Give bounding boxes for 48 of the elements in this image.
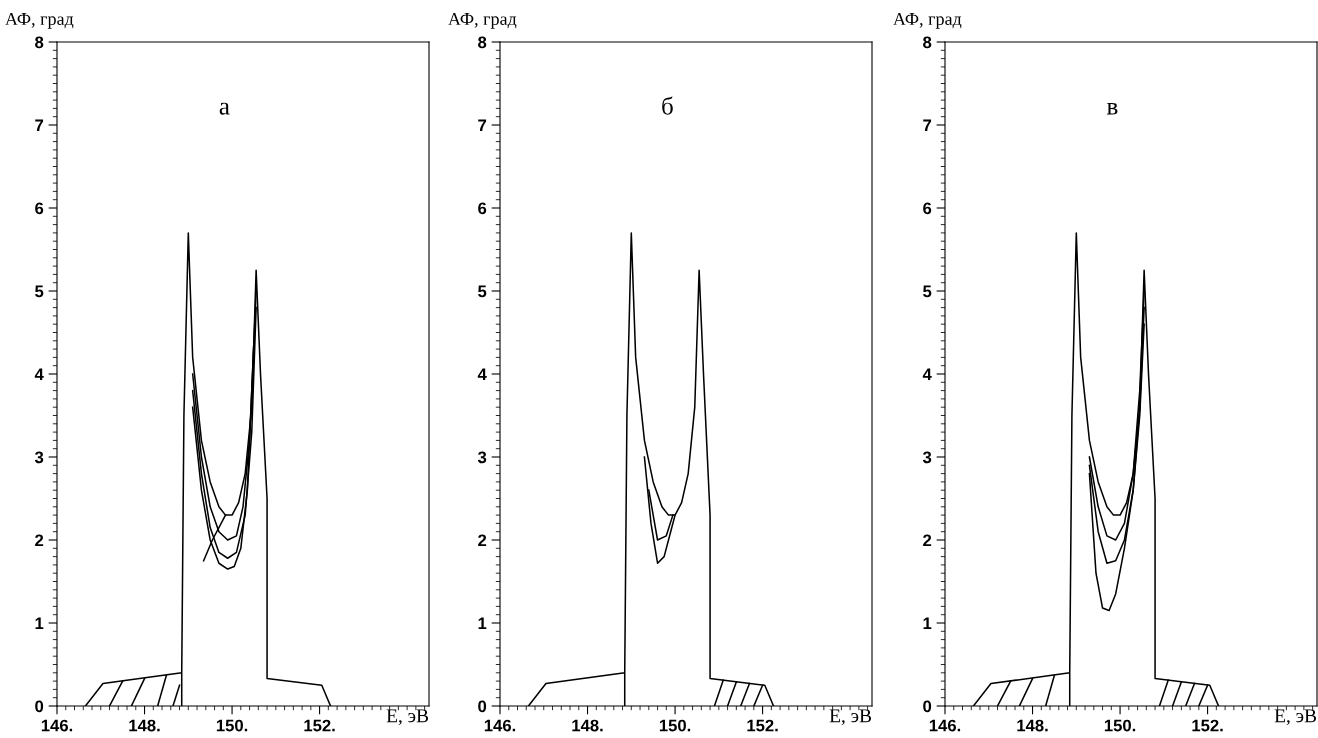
x-tick-label: 148.: [129, 719, 160, 732]
x-tick-label: 150.: [659, 719, 691, 732]
y-tick-label: 7: [923, 119, 932, 132]
x-tick-label: 152.: [304, 719, 335, 732]
y-tick-label: 1: [923, 617, 932, 630]
y-tick-label: 2: [478, 534, 487, 547]
y-tick-label: 4: [477, 368, 487, 381]
y-tick-label: 3: [477, 451, 487, 464]
x-axis-title: E, эВ: [829, 709, 872, 726]
y-tick-label: 3: [922, 451, 932, 464]
y-tick-label: 4: [34, 368, 44, 381]
y-tick-label: 0: [35, 700, 44, 713]
y-tick-label: 6: [35, 202, 44, 215]
y-tick-label: 0: [923, 700, 932, 713]
y-tick-label: 0: [478, 700, 487, 713]
y-tick-label: 5: [35, 285, 44, 298]
y-tick-label: 8: [35, 36, 44, 49]
x-tick-label: 146.: [929, 719, 961, 732]
text: б: [662, 96, 673, 115]
x-axis-title: E, эВ: [1274, 709, 1317, 726]
y-tick-label: 8: [923, 36, 932, 49]
y-tick-label: 3: [34, 451, 44, 464]
x-tick-label: 148.: [1017, 719, 1048, 732]
y-tick-label: 5: [478, 285, 487, 298]
x-tick-label: 152.: [1192, 719, 1223, 732]
y-axis-title: АФ, град: [5, 12, 74, 29]
x-tick-label: 146.: [41, 719, 73, 732]
text: а: [219, 102, 230, 115]
x-tick-label: 150.: [216, 719, 248, 732]
y-tick-label: 6: [478, 202, 487, 215]
y-tick-label: 1: [35, 617, 44, 630]
y-tick-label: 4: [922, 368, 932, 381]
y-tick-label: 6: [923, 202, 932, 215]
y-tick-label: 2: [923, 534, 932, 547]
y-tick-label: 2: [35, 534, 44, 547]
y-tick-label: 7: [478, 119, 487, 132]
x-tick-label: 152.: [747, 719, 778, 732]
y-tick-label: 8: [478, 36, 487, 49]
y-tick-label: 1: [478, 617, 487, 630]
y-axis-title: АФ, град: [893, 12, 962, 29]
x-tick-label: 146.: [484, 719, 516, 732]
y-tick-label: 7: [35, 119, 44, 132]
text: в: [1106, 102, 1118, 115]
x-axis-title: E, эВ: [386, 709, 429, 726]
x-tick-label: 150.: [1104, 719, 1136, 732]
y-tick-label: 5: [923, 285, 932, 298]
y-axis-title: АФ, град: [448, 12, 517, 29]
x-tick-label: 148.: [572, 719, 603, 732]
